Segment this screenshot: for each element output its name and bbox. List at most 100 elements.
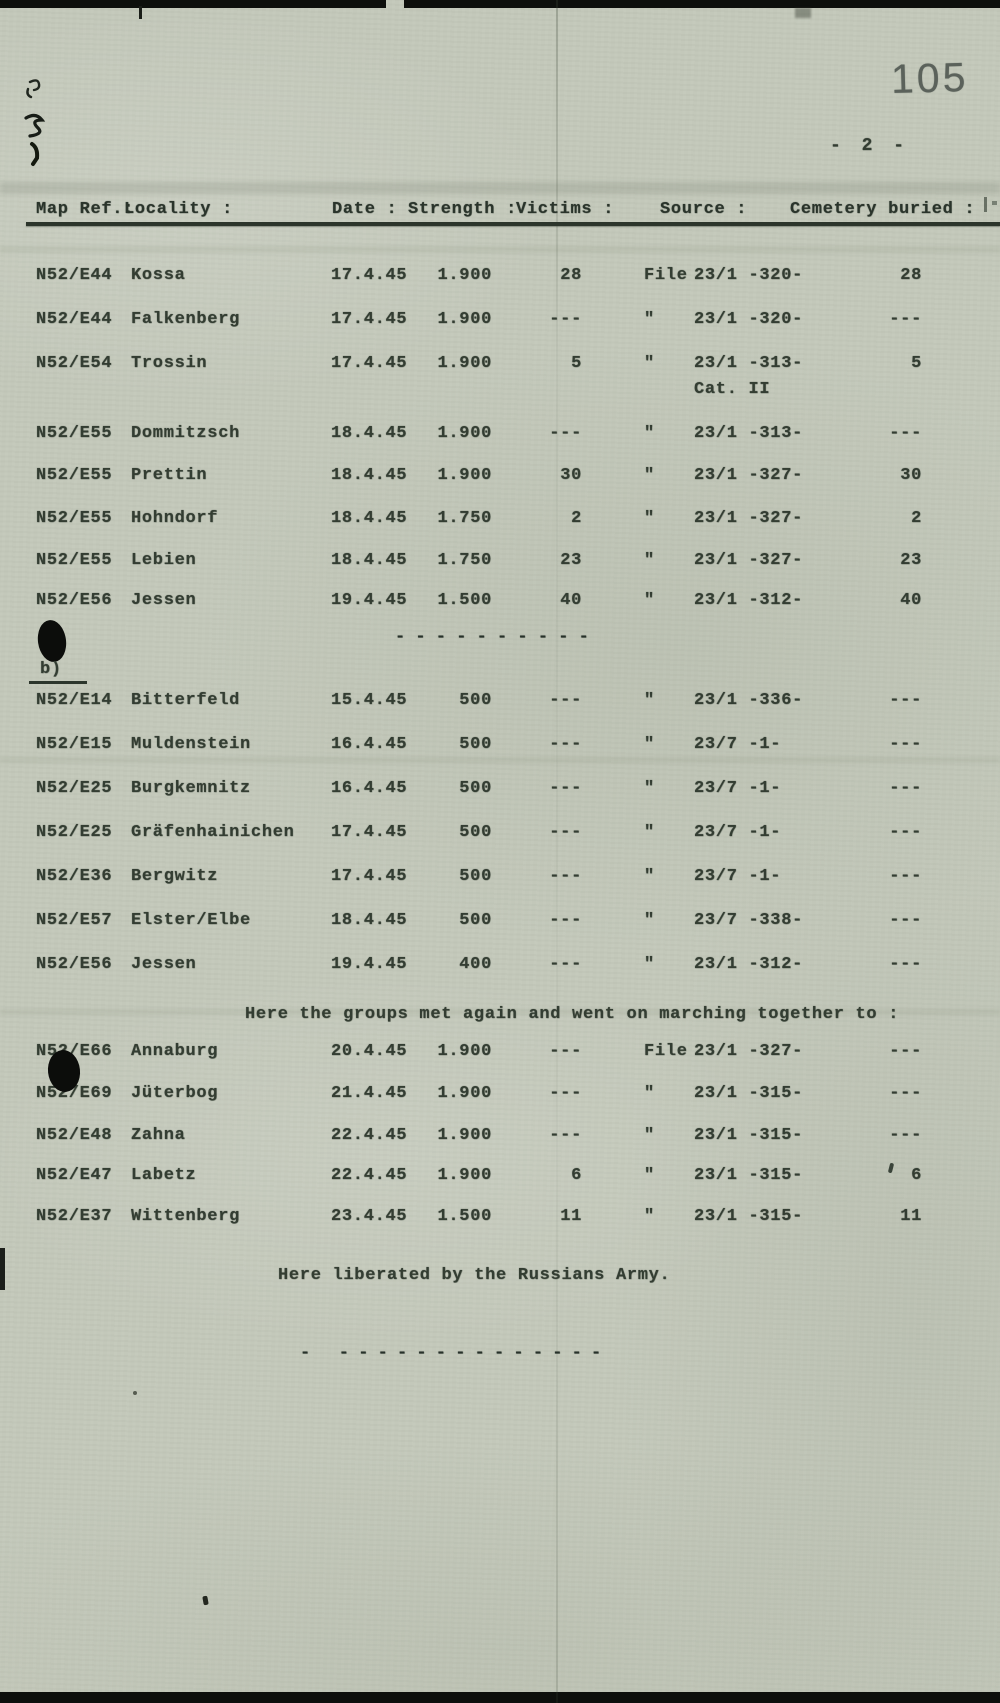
cell-locality: Jüterbog [131, 1084, 219, 1103]
cell-date: 18.4.45 [331, 466, 408, 485]
end-separator: - -------------- [300, 1344, 611, 1363]
cell-source: 23/1 -313- [694, 354, 804, 373]
table-row: N52/E55 Prettin 18.4.45 1.900 30 " 23/1 -327- 3… [0, 466, 1000, 490]
cell-locality: Annaburg [131, 1042, 219, 1061]
table-row: N52/E47 Labetz 22.4.45 1.900 6 " 23/1 -315- 6 [0, 1166, 1000, 1190]
scan-speck [133, 1391, 137, 1395]
cell-cemetery: 28 [900, 266, 922, 285]
table-row: N52/E55 Dommitzsch 18.4.45 1.900 --- " 23/1 -3… [0, 424, 1000, 448]
cell-cemetery: --- [889, 735, 922, 754]
table-row: N52/E36 Bergwitz 17.4.45 500 --- " 23/7 -1- --- [0, 867, 1000, 891]
cell-source: 23/1 -315- [694, 1084, 804, 1103]
cell-date: 16.4.45 [331, 779, 408, 798]
cell-source-prefix: " [644, 466, 655, 485]
table-row: N52/E57 Elster/Elbe 18.4.45 500 --- " 23/7 -33… [0, 911, 1000, 935]
cell-map-ref: N52/E44 [36, 310, 113, 329]
cell-source: 23/1 -315- [694, 1166, 804, 1185]
cell-cemetery: 11 [900, 1207, 922, 1226]
cell-date: 22.4.45 [331, 1166, 408, 1185]
cell-victims: 28 [560, 266, 582, 285]
cell-locality: Labetz [131, 1166, 197, 1185]
cell-strength: 1.500 [437, 591, 492, 610]
cell-date: 18.4.45 [331, 911, 408, 930]
cell-victims: --- [549, 779, 582, 798]
cell-cemetery: --- [889, 955, 922, 974]
cell-source-prefix: " [644, 955, 655, 974]
cell-map-ref: N52/E44 [36, 266, 113, 285]
cell-source: 23/1 -315- [694, 1207, 804, 1226]
cell-strength: 400 [459, 955, 492, 974]
cell-locality: Elster/Elbe [131, 911, 251, 930]
cell-cemetery: --- [889, 1084, 922, 1103]
cell-source: 23/1 -320- [694, 266, 804, 285]
cell-source-prefix: " [644, 867, 655, 886]
cell-source-prefix: " [644, 735, 655, 754]
cell-map-ref: N52/E56 [36, 591, 113, 610]
header-locality: Locality : [124, 200, 234, 219]
header-date: Date : [332, 200, 398, 219]
table-row: N52/E15 Muldenstein 16.4.45 500 --- " 23/7 -1-… [0, 735, 1000, 759]
table-row: N52/E69 Jüterbog 21.4.45 1.900 --- " 23/1 -315… [0, 1084, 1000, 1108]
scan-smudge-band [0, 182, 1000, 194]
table-row: N52/E14 Bitterfeld 15.4.45 500 --- " 23/1 -336… [0, 691, 1000, 715]
cell-date: 18.4.45 [331, 424, 408, 443]
scan-edge-top-left [0, 0, 386, 8]
cell-source: 23/1 -312- [694, 955, 804, 974]
cell-locality: Jessen [131, 591, 197, 610]
cell-strength: 1.900 [437, 1084, 492, 1103]
cell-map-ref: N52/E55 [36, 551, 113, 570]
cell-map-ref: N52/E47 [36, 1166, 113, 1185]
cell-victims: --- [549, 823, 582, 842]
cell-strength: 1.900 [437, 354, 492, 373]
cell-victims: 11 [560, 1207, 582, 1226]
note-regroup: Here the groups met again and went on ma… [245, 1005, 900, 1024]
paper-crease [556, 0, 558, 1703]
scan-speck [0, 1248, 5, 1290]
table-row: N52/E56 Jessen 19.4.45 1.500 40 " 23/1 -312- 40 [0, 591, 1000, 615]
ink-blot [35, 618, 69, 664]
cell-date: 19.4.45 [331, 591, 408, 610]
cell-map-ref: N52/E14 [36, 691, 113, 710]
cell-map-ref: N52/E25 [36, 823, 113, 842]
cell-date: 23.4.45 [331, 1207, 408, 1226]
table-row: N52/E44 Falkenberg 17.4.45 1.900 --- " 23/1 -3… [0, 310, 1000, 334]
cell-strength: 500 [459, 911, 492, 930]
cell-date: 17.4.45 [331, 867, 408, 886]
cell-source-prefix: " [644, 424, 655, 443]
scan-edge-top-right [404, 0, 1000, 8]
cell-source: 23/7 -1- [694, 735, 782, 754]
cell-strength: 500 [459, 823, 492, 842]
table-row: N52/E25 Burgkemnitz 16.4.45 500 --- " 23/7 -1-… [0, 779, 1000, 803]
cell-victims: --- [549, 1084, 582, 1103]
cell-locality: Jessen [131, 955, 197, 974]
cell-date: 16.4.45 [331, 735, 408, 754]
cell-source-prefix: " [644, 1207, 655, 1226]
cell-victims: 23 [560, 551, 582, 570]
header-cemetery: Cemetery buried : [790, 200, 976, 219]
cell-cemetery: --- [889, 310, 922, 329]
cell-strength: 1.900 [437, 1042, 492, 1061]
cell-source-prefix: " [644, 1126, 655, 1145]
cell-date: 18.4.45 [331, 551, 408, 570]
cell-strength: 1.750 [437, 551, 492, 570]
cell-locality: Zahna [131, 1126, 186, 1145]
cell-map-ref: N52/E54 [36, 354, 113, 373]
cell-source: 23/7 -1- [694, 779, 782, 798]
cell-map-ref: N52/E69 [36, 1084, 113, 1103]
cell-cemetery: 23 [900, 551, 922, 570]
cell-source: 23/1 -327- [694, 1042, 804, 1061]
cell-victims: --- [549, 735, 582, 754]
table-row: N52/E56 Jessen 19.4.45 400 --- " 23/1 -312- --- [0, 955, 1000, 979]
cell-victims: --- [549, 424, 582, 443]
table-row: N52/E54 Trossin 17.4.45 1.900 5 " 23/1 -313- 5 C… [0, 354, 1000, 399]
page-number: - 2 - [830, 136, 910, 156]
table-row: N52/E55 Lebien 18.4.45 1.750 23 " 23/1 -327- 23 [0, 551, 1000, 575]
scan-edge-bottom [0, 1692, 1000, 1703]
cell-locality: Bitterfeld [131, 691, 241, 710]
header-map-ref: Map Ref.: [36, 200, 135, 219]
cell-source-note: Cat. II [694, 380, 771, 399]
cell-source-prefix: " [644, 1084, 655, 1103]
cell-source-prefix: " [644, 591, 655, 610]
cell-source: 23/1 -320- [694, 310, 804, 329]
cell-map-ref: N52/E48 [36, 1126, 113, 1145]
